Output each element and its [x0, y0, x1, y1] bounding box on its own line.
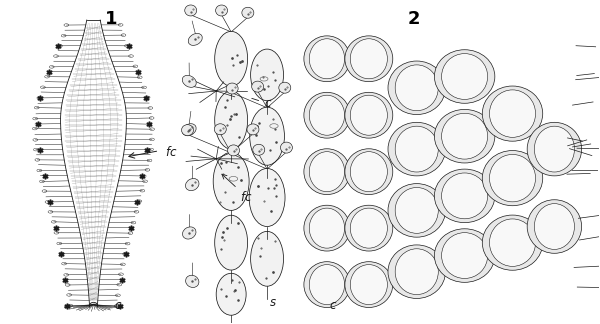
Ellipse shape	[214, 124, 226, 135]
Ellipse shape	[345, 262, 393, 307]
Ellipse shape	[182, 227, 196, 239]
Ellipse shape	[249, 168, 285, 226]
Ellipse shape	[442, 53, 488, 99]
Ellipse shape	[309, 95, 344, 135]
Ellipse shape	[215, 31, 248, 86]
Ellipse shape	[213, 152, 249, 210]
Ellipse shape	[490, 155, 536, 202]
Text: $fc$: $fc$	[166, 145, 178, 159]
Text: 1: 1	[105, 10, 118, 29]
Ellipse shape	[242, 7, 254, 18]
Ellipse shape	[253, 144, 265, 155]
Ellipse shape	[251, 231, 284, 286]
Ellipse shape	[350, 208, 388, 248]
Ellipse shape	[527, 122, 581, 176]
Ellipse shape	[309, 39, 344, 79]
Ellipse shape	[182, 125, 193, 136]
Ellipse shape	[350, 152, 388, 192]
Ellipse shape	[182, 75, 196, 87]
Ellipse shape	[395, 188, 438, 233]
Ellipse shape	[395, 65, 438, 111]
Ellipse shape	[309, 265, 344, 305]
Ellipse shape	[434, 229, 495, 282]
Ellipse shape	[388, 61, 445, 115]
Ellipse shape	[215, 91, 248, 149]
Ellipse shape	[442, 173, 488, 219]
Ellipse shape	[527, 200, 581, 253]
Text: $c$: $c$	[329, 299, 337, 312]
Ellipse shape	[247, 124, 259, 135]
Ellipse shape	[490, 219, 536, 266]
Ellipse shape	[182, 124, 196, 136]
Ellipse shape	[309, 152, 344, 192]
Ellipse shape	[304, 149, 350, 195]
Ellipse shape	[185, 5, 197, 16]
Ellipse shape	[304, 205, 350, 251]
Ellipse shape	[345, 36, 393, 82]
Ellipse shape	[215, 215, 248, 270]
Ellipse shape	[227, 145, 239, 156]
Ellipse shape	[350, 39, 388, 79]
Ellipse shape	[442, 233, 488, 278]
Ellipse shape	[216, 273, 246, 315]
Ellipse shape	[482, 86, 543, 141]
Ellipse shape	[350, 265, 388, 305]
Ellipse shape	[388, 245, 445, 298]
Ellipse shape	[535, 126, 574, 172]
Text: $s$: $s$	[269, 296, 277, 309]
Ellipse shape	[309, 208, 344, 248]
Text: $fc$: $fc$	[222, 174, 253, 204]
Ellipse shape	[434, 110, 495, 163]
Ellipse shape	[388, 184, 445, 237]
Ellipse shape	[490, 90, 536, 137]
Ellipse shape	[251, 49, 284, 101]
Text: $c$: $c$	[115, 299, 123, 312]
Ellipse shape	[388, 122, 445, 176]
Text: $c$: $c$	[252, 97, 272, 110]
Ellipse shape	[482, 151, 543, 206]
Ellipse shape	[215, 5, 227, 16]
Ellipse shape	[395, 126, 438, 172]
Ellipse shape	[279, 82, 291, 93]
Ellipse shape	[442, 113, 488, 159]
Ellipse shape	[395, 249, 438, 295]
Ellipse shape	[250, 107, 284, 165]
Ellipse shape	[304, 92, 350, 138]
Ellipse shape	[482, 215, 543, 270]
Ellipse shape	[434, 50, 495, 103]
Ellipse shape	[226, 83, 238, 94]
Ellipse shape	[345, 149, 393, 195]
Ellipse shape	[185, 275, 199, 287]
Ellipse shape	[304, 36, 350, 82]
Ellipse shape	[535, 203, 574, 249]
Ellipse shape	[434, 169, 495, 223]
Ellipse shape	[185, 179, 199, 191]
Ellipse shape	[345, 205, 393, 251]
Text: 2: 2	[407, 10, 420, 29]
Ellipse shape	[304, 262, 350, 307]
Ellipse shape	[350, 95, 388, 135]
Ellipse shape	[188, 33, 202, 45]
Ellipse shape	[345, 92, 393, 138]
Ellipse shape	[251, 81, 263, 92]
Ellipse shape	[280, 142, 292, 153]
